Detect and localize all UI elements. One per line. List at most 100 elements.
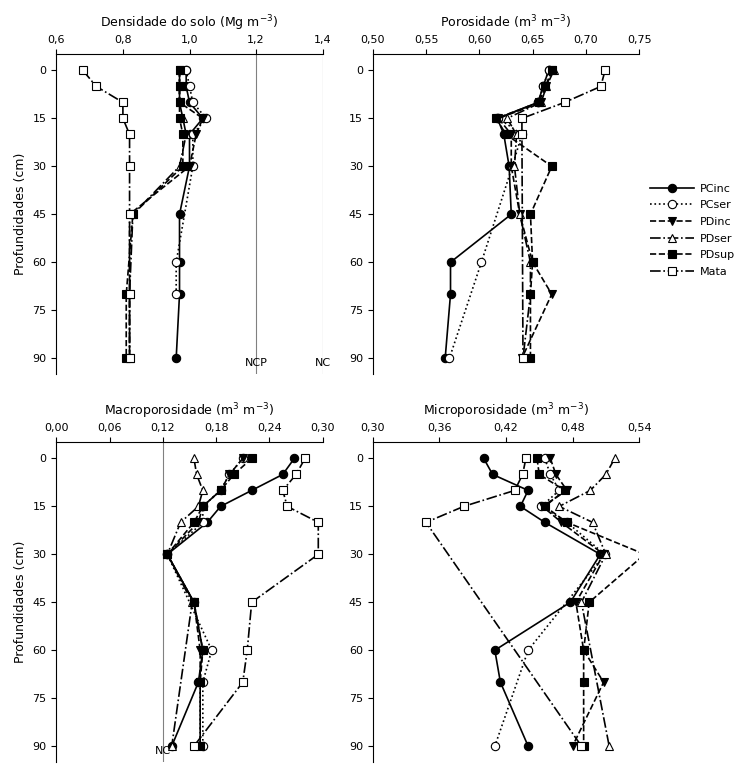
Line: PCser: PCser	[446, 66, 553, 362]
PDinc	[194, 518, 203, 527]
X-axis label: Macroporosidade (m$^{3}$ m$^{-3}$): Macroporosidade (m$^{3}$ m$^{-3}$)	[104, 402, 275, 421]
PDser	[577, 598, 586, 607]
PCinc	[507, 210, 516, 219]
PCinc	[216, 502, 225, 511]
PCinc	[446, 289, 455, 299]
PDsup	[198, 502, 207, 511]
PDsup	[526, 289, 535, 299]
PDinc	[546, 454, 555, 463]
PDinc	[568, 742, 577, 751]
Mata	[560, 98, 569, 107]
PCinc	[540, 518, 549, 527]
Mata	[92, 81, 101, 91]
Mata	[125, 210, 134, 219]
PCinc	[533, 98, 542, 107]
PDinc	[538, 502, 547, 511]
Mata	[510, 486, 519, 495]
PCser	[207, 646, 216, 655]
Text: NCP: NCP	[245, 358, 267, 368]
PDsup	[229, 469, 238, 479]
PCser	[491, 742, 500, 751]
PDser	[555, 502, 564, 511]
PDinc	[195, 677, 204, 687]
PCinc	[505, 161, 514, 171]
PDser	[512, 130, 521, 139]
PDinc	[195, 646, 204, 655]
PDinc	[536, 98, 545, 107]
Line: PDser: PDser	[503, 66, 558, 362]
PCser	[172, 258, 181, 267]
Mata	[282, 502, 291, 511]
PCser	[182, 66, 191, 75]
PDser	[518, 354, 527, 363]
PCser	[216, 486, 225, 495]
Mata	[243, 646, 252, 655]
PDsup	[579, 646, 588, 655]
PDinc	[185, 161, 194, 171]
PDsup	[533, 454, 542, 463]
PDinc	[125, 289, 134, 299]
PDsup	[579, 742, 588, 751]
PCinc	[182, 66, 191, 75]
Line: Mata: Mata	[79, 66, 134, 362]
PCinc	[544, 66, 553, 75]
Mata	[518, 114, 527, 123]
PCser	[537, 502, 546, 511]
PCser	[188, 98, 197, 107]
Line: Mata: Mata	[518, 66, 609, 362]
PDsup	[122, 354, 131, 363]
PDinc	[542, 81, 551, 91]
PCinc	[185, 130, 194, 139]
PCinc	[488, 469, 497, 479]
PDser	[175, 161, 184, 171]
PDsup	[562, 518, 571, 527]
PCser	[508, 161, 517, 171]
PCser	[238, 454, 247, 463]
PCser	[518, 130, 527, 139]
Mata	[300, 454, 309, 463]
PDser	[189, 454, 198, 463]
PDinc	[507, 161, 516, 171]
PCser	[555, 486, 564, 495]
PDsup	[541, 81, 550, 91]
Mata	[601, 66, 610, 75]
PCser	[562, 518, 571, 527]
Line: Mata: Mata	[422, 454, 586, 750]
PDser	[604, 742, 613, 751]
PCinc	[247, 486, 256, 495]
Mata	[314, 549, 323, 559]
PDinc	[494, 114, 503, 123]
Line: PCinc: PCinc	[172, 66, 207, 362]
PCser	[494, 114, 503, 123]
Line: PDsup: PDsup	[163, 454, 256, 750]
PCinc	[185, 161, 194, 171]
PDsup	[526, 210, 535, 219]
PCser	[185, 81, 194, 91]
PDser	[586, 486, 595, 495]
PDsup	[540, 502, 549, 511]
PDser	[175, 98, 184, 107]
PCser	[198, 677, 207, 687]
PDser	[601, 549, 610, 559]
PDsup	[492, 114, 501, 123]
PDinc	[548, 289, 557, 299]
Line: Mata: Mata	[189, 454, 323, 750]
Mata	[125, 289, 134, 299]
PDinc	[518, 354, 527, 363]
Mata	[459, 502, 468, 511]
PCinc	[446, 258, 455, 267]
PDser	[542, 81, 551, 91]
PDinc	[571, 598, 580, 607]
Mata	[314, 518, 323, 527]
PDinc	[175, 66, 184, 75]
PCinc	[524, 742, 533, 751]
PCinc	[524, 486, 533, 495]
PDser	[167, 742, 176, 751]
Mata	[518, 354, 527, 363]
Mata	[125, 354, 134, 363]
Line: PCser: PCser	[163, 454, 247, 750]
X-axis label: Densidade do solo (Mg m$^{-3}$): Densidade do solo (Mg m$^{-3}$)	[100, 14, 279, 33]
Mata	[518, 469, 527, 479]
PDinc	[225, 469, 234, 479]
PCinc	[493, 114, 502, 123]
